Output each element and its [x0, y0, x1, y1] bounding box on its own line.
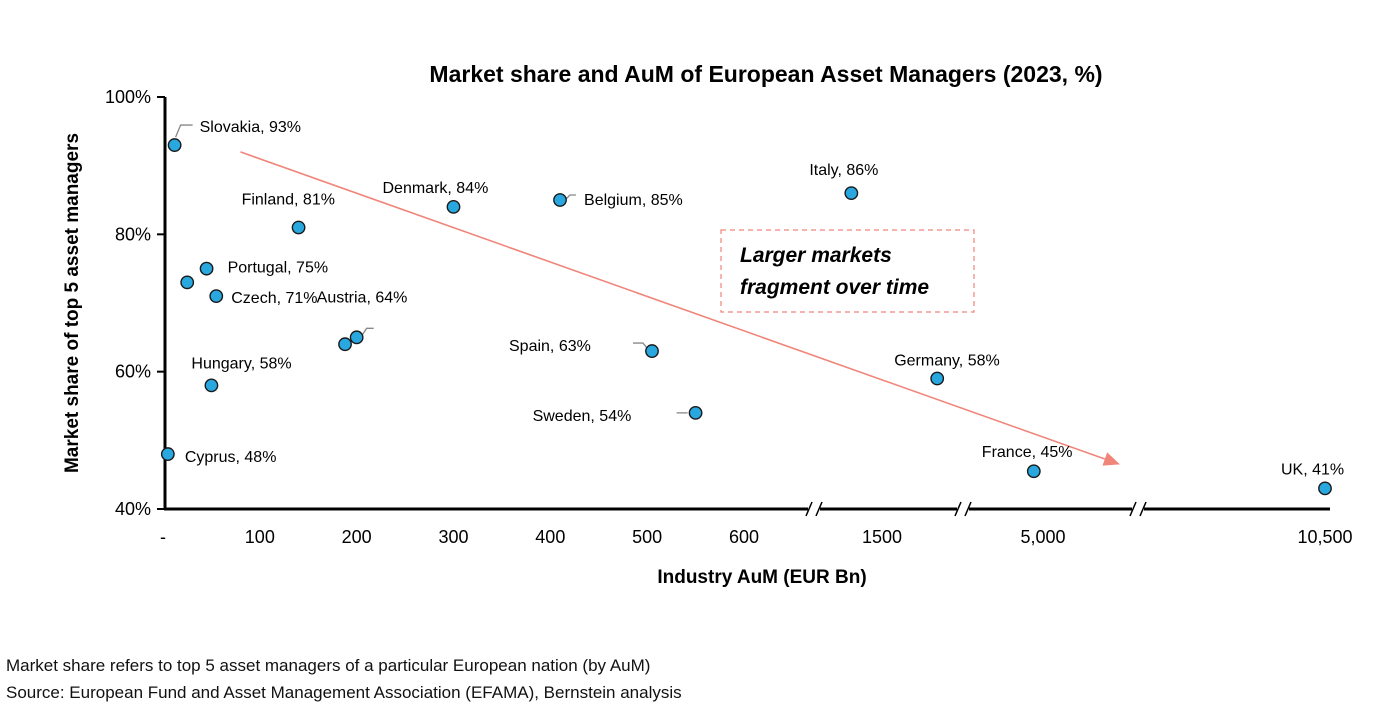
leader-lines — [175, 124, 688, 414]
y-tick-label: 60% — [115, 362, 151, 382]
axis-break-mark — [1129, 501, 1147, 517]
footnote-definition: Market share refers to top 5 asset manag… — [6, 656, 651, 675]
chart-title: Market share and AuM of European Asset M… — [429, 61, 1102, 87]
y-tick-label: 100% — [105, 87, 151, 107]
x-axis-title: Industry AuM (EUR Bn) — [657, 567, 866, 588]
axis-break-mark — [954, 501, 972, 517]
data-point-denmark — [446, 199, 461, 214]
y-tick-label: 40% — [115, 499, 151, 519]
data-point-czech — [209, 289, 224, 304]
data-label-sweden: Sweden, 54% — [533, 408, 632, 425]
x-tick-label: 10,500 — [1297, 527, 1352, 547]
data-label-denmark: Denmark, 84% — [383, 180, 489, 197]
data-label-finland: Finland, 81% — [242, 191, 335, 208]
data-label-italy: Italy, 86% — [809, 162, 878, 179]
x-tick-label: 400 — [535, 527, 565, 547]
data-label-slovakia: Slovakia, 93% — [200, 119, 301, 136]
tick-labels: 40% 60% 80% 100% - 100 200 300 400 500 600 1500 5,00… — [105, 87, 1353, 547]
annotation-box: Larger markets fragment over time — [720, 229, 975, 313]
y-axis-title: Market share of top 5 asset managers — [62, 133, 83, 473]
data-label-portugal: Portugal, 75% — [228, 260, 329, 277]
data-label-czech: Czech, 71% — [231, 290, 317, 307]
data-point-unlabeled — [180, 275, 195, 290]
x-tick-label: 600 — [729, 527, 759, 547]
data-label-austria: Austria, 64% — [317, 289, 408, 306]
axes — [157, 96, 1330, 517]
annotation-line-1: Larger markets — [740, 244, 892, 267]
data-point-sweden — [688, 405, 703, 420]
data-point-france — [1026, 464, 1041, 479]
trend-arrow-head — [1102, 452, 1120, 466]
x-tick-label: 500 — [632, 527, 662, 547]
x-tick-label: 200 — [342, 527, 372, 547]
axis-break-mark — [805, 501, 823, 517]
data-label-belgium: Belgium, 85% — [584, 192, 683, 209]
data-point-uk — [1318, 481, 1332, 496]
data-point-hungary — [204, 378, 219, 393]
data-point-belgium — [553, 193, 567, 207]
x-tick-label: 300 — [438, 527, 468, 547]
trend-arrow — [240, 151, 1120, 466]
x-tick-label: 1500 — [862, 527, 902, 547]
data-label-uk: UK, 41% — [1281, 461, 1344, 478]
data-point-cyprus — [160, 447, 175, 461]
leader-line-spain — [633, 342, 648, 349]
data-label-cyprus: Cyprus, 48% — [185, 449, 277, 466]
data-point-austria — [349, 330, 364, 345]
leader-line-slovakia — [175, 124, 193, 138]
data-point-slovakia — [167, 138, 182, 152]
data-point-portugal — [199, 261, 214, 276]
data-points — [160, 138, 1332, 496]
data-point-unlabeled — [338, 337, 352, 352]
leader-line-austria — [362, 327, 374, 335]
data-labels: Slovakia, 93% Cyprus, 48% Czech, 71% Portug… — [185, 119, 1344, 478]
data-label-spain: Spain, 63% — [509, 338, 591, 355]
data-label-hungary: Hungary, 58% — [191, 355, 291, 372]
annotation-line-2: fragment over time — [740, 276, 929, 299]
x-tick-label: 100 — [245, 527, 275, 547]
data-label-germany: Germany, 58% — [894, 353, 1000, 370]
data-point-spain — [645, 344, 659, 358]
footnote-source: Source: European Fund and Asset Manageme… — [6, 683, 682, 702]
scatter-chart: Market share and AuM of European Asset M… — [62, 61, 1353, 588]
x-tick-label: 5,000 — [1020, 527, 1065, 547]
data-point-finland — [291, 220, 306, 235]
y-tick-label: 80% — [115, 224, 151, 244]
data-point-italy — [844, 186, 859, 201]
data-point-germany — [930, 371, 945, 386]
data-label-france: France, 45% — [982, 444, 1073, 461]
leader-line-belgium — [565, 194, 577, 200]
trend-arrow-line — [240, 151, 1106, 460]
x-tick-label: - — [160, 527, 166, 547]
